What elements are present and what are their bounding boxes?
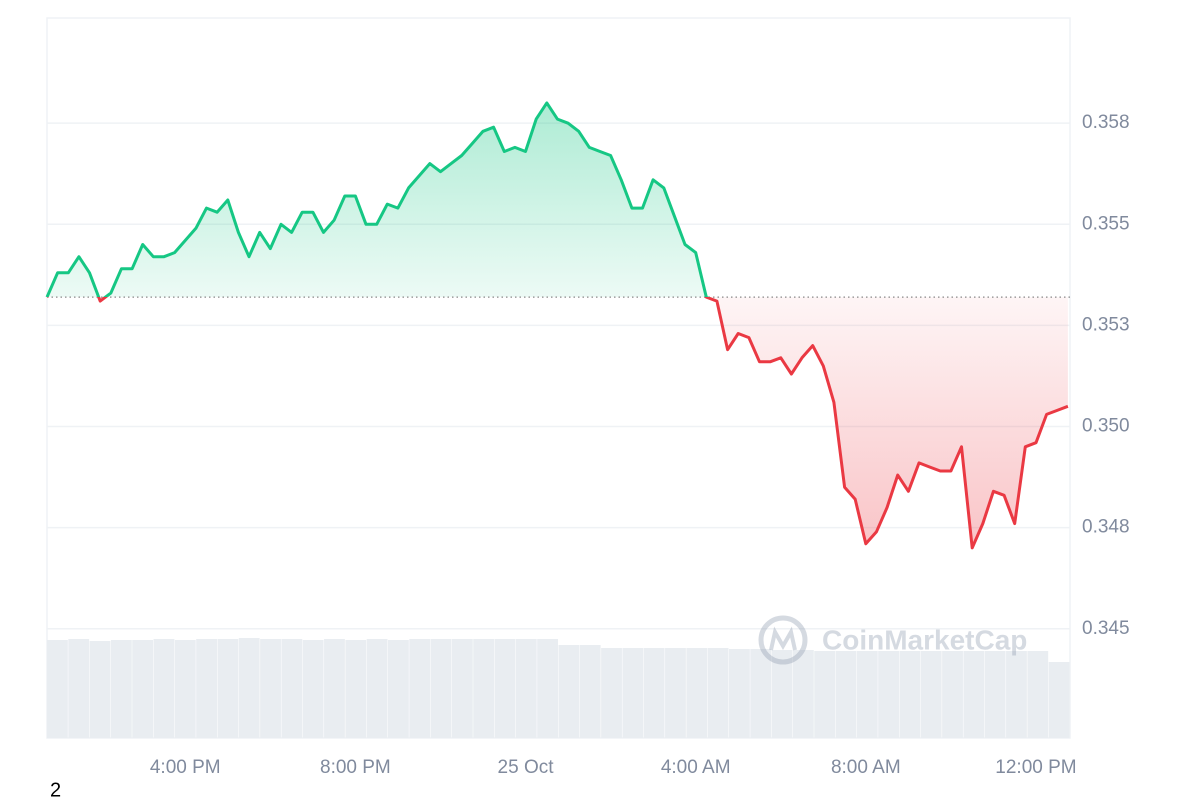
volume-bar (430, 639, 452, 738)
volume-bar (942, 651, 963, 738)
y-tick-label: 0.353 (1082, 314, 1130, 335)
volume-bar (89, 641, 111, 738)
volume-bar (174, 640, 196, 738)
volume-bar (686, 648, 708, 738)
footnote: 2 (50, 779, 61, 800)
volume-bar (260, 639, 281, 738)
y-tick-label: 0.348 (1082, 517, 1130, 538)
volume-bar (68, 639, 90, 738)
volume-bar (1006, 651, 1027, 738)
x-tick-label: 8:00 AM (831, 757, 901, 778)
volume-bar (792, 650, 814, 738)
volume-bar (302, 640, 324, 738)
volume-bar (451, 639, 473, 738)
x-tick-label: 12:00 PM (995, 757, 1076, 778)
volume-bar (729, 649, 750, 738)
volume-bar (643, 648, 665, 738)
volume-bar (920, 651, 942, 738)
volume-bar (388, 640, 409, 738)
volume-bar (665, 648, 686, 738)
x-tick-label: 8:00 PM (320, 757, 391, 778)
volume-bar (217, 639, 239, 738)
y-tick-label: 0.350 (1082, 416, 1130, 437)
plot (45, 101, 1070, 550)
volume-bar (409, 639, 431, 738)
volume-bar (345, 640, 367, 738)
y-tick-label: 0.355 (1082, 213, 1130, 234)
volume-bar (494, 639, 516, 738)
volume-bar (899, 651, 921, 738)
volume-bar (601, 648, 622, 738)
x-tick-label: 4:00 PM (150, 757, 221, 778)
volume-bar (814, 651, 836, 738)
watermark-logo-m (769, 626, 797, 651)
volume-bar (132, 640, 154, 738)
volume-bar (537, 639, 558, 738)
volume-bar (1048, 662, 1070, 738)
volume-bar (707, 648, 729, 738)
x-tick-label: 4:00 AM (661, 757, 731, 778)
watermark: CoinMarketCap (822, 624, 1027, 655)
volume-bar (281, 639, 303, 738)
x-tick-label: 25 Oct (498, 757, 555, 778)
volume-bar (771, 650, 793, 738)
volume-bar (984, 651, 1006, 738)
volume-bar (238, 638, 260, 738)
volume-bar (324, 639, 345, 738)
y-tick-label: 0.345 (1082, 618, 1130, 639)
volume-bar (963, 651, 985, 738)
volume-bar (835, 651, 857, 738)
y-tick-label: 0.358 (1082, 112, 1130, 133)
volume-bars (47, 638, 1070, 738)
volume-bar (1027, 651, 1049, 738)
price-line (45, 101, 1069, 550)
volume-bar (473, 639, 495, 738)
volume-bar (366, 639, 388, 738)
volume-bar (878, 651, 899, 738)
volume-bar (110, 640, 132, 738)
volume-bar (622, 648, 644, 738)
watermark-logo (758, 615, 808, 665)
watermark-group: CoinMarketCap (758, 615, 1027, 665)
volume-bar (750, 649, 772, 738)
volume-bar (856, 651, 878, 738)
volume-bar (515, 639, 537, 738)
volume-bar (579, 645, 601, 738)
volume-bar (47, 640, 68, 738)
volume-bar (558, 645, 580, 738)
volume-bar (196, 639, 217, 738)
volume-bar (153, 639, 175, 738)
